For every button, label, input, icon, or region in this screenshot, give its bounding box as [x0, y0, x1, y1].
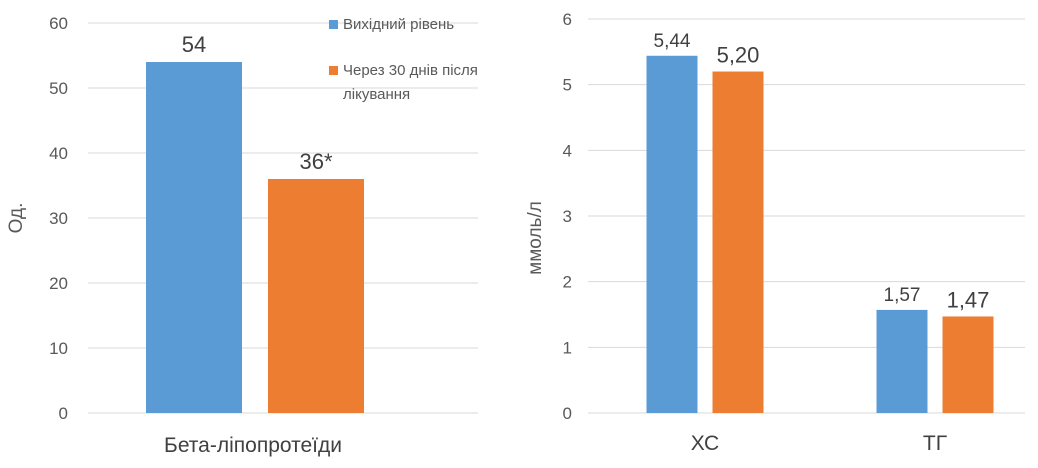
y-tick-label: 50	[49, 79, 68, 98]
category-label: ТГ	[923, 432, 947, 455]
data-label: 5,44	[654, 31, 691, 52]
y-tick-label: 6	[563, 10, 572, 29]
data-label: 36*	[299, 149, 332, 174]
y-tick-label: 3	[563, 207, 572, 226]
bar	[942, 316, 994, 413]
data-label: 54	[182, 32, 206, 57]
legend-label: Через 30 днів після	[343, 62, 478, 79]
bar	[876, 309, 928, 413]
y-tick-label: 20	[49, 274, 68, 293]
y-tick-label: 4	[563, 141, 572, 160]
y-tick-label: 0	[59, 404, 68, 423]
legend-label: лікування	[343, 86, 410, 103]
category-label: ХС	[691, 432, 719, 455]
y-tick-label: 10	[49, 339, 68, 358]
y-tick-label: 5	[563, 76, 572, 95]
category-label: Бета-ліпопротеїди	[164, 434, 342, 457]
data-label: 5,20	[717, 43, 760, 68]
y-tick-label: 40	[49, 144, 68, 163]
legend-swatch	[329, 20, 338, 29]
y-axis-label: Од.	[6, 203, 27, 234]
y-axis-label: ммоль/л	[525, 201, 546, 275]
bar	[268, 179, 364, 413]
data-label: 1,47	[947, 287, 990, 312]
y-tick-label: 2	[563, 273, 572, 292]
y-tick-label: 60	[49, 14, 68, 33]
bar	[646, 55, 698, 413]
bar	[146, 62, 242, 413]
bar	[712, 71, 764, 414]
legend-swatch	[329, 66, 338, 75]
y-tick-label: 0	[563, 404, 572, 423]
y-tick-label: 1	[563, 338, 572, 357]
legend-label: Вихідний рівень	[343, 16, 454, 33]
y-tick-label: 30	[49, 209, 68, 228]
data-label: 1,57	[884, 285, 921, 306]
